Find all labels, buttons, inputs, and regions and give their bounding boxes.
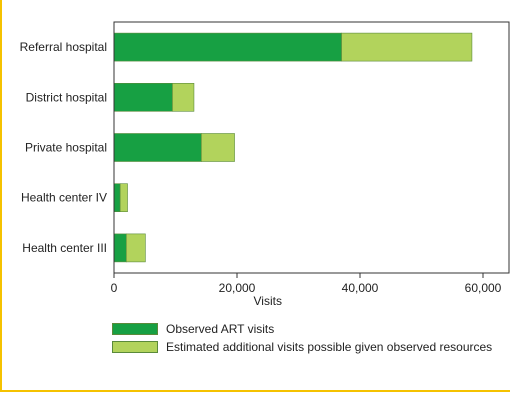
plot-area-frame bbox=[113, 21, 510, 274]
category-label-0: Referral hospital bbox=[20, 40, 107, 54]
legend-swatch-additional bbox=[112, 341, 158, 353]
bar-additional-3 bbox=[119, 183, 128, 212]
bar-additional-1 bbox=[172, 83, 195, 112]
x-tick-label-1: 20,000 bbox=[219, 281, 256, 295]
x-axis-ticks: 0 20,000 40,000 60,000 bbox=[111, 273, 502, 295]
legend: Observed ART visits Estimated additional… bbox=[112, 320, 492, 356]
category-labels: Referral hospital District hospital Privat… bbox=[20, 40, 107, 255]
bar-additional-4 bbox=[126, 233, 146, 263]
bar-additional-0 bbox=[341, 32, 473, 62]
legend-label-observed: Observed ART visits bbox=[166, 322, 275, 336]
bar-observed-4 bbox=[113, 233, 127, 263]
bar-additional-2 bbox=[201, 133, 235, 162]
legend-swatch-observed bbox=[112, 323, 158, 335]
category-label-3: Health center IV bbox=[21, 191, 107, 205]
x-tick-label-3: 60,000 bbox=[465, 281, 502, 295]
legend-item-observed: Observed ART visits bbox=[112, 320, 492, 338]
x-axis-title: Visits bbox=[254, 294, 282, 308]
category-label-2: Private hospital bbox=[25, 141, 107, 155]
bar-observed-0 bbox=[113, 32, 342, 62]
frame-left-border bbox=[0, 0, 2, 392]
bar-chart: Referral hospital District hospital Privat… bbox=[20, 21, 510, 308]
bars-group bbox=[113, 32, 473, 263]
frame-bottom-border bbox=[0, 390, 510, 392]
bar-observed-2 bbox=[113, 133, 202, 162]
category-label-1: District hospital bbox=[26, 90, 107, 104]
x-tick-label-2: 40,000 bbox=[342, 281, 379, 295]
bar-observed-3 bbox=[113, 183, 121, 212]
bar-observed-1 bbox=[113, 83, 173, 112]
legend-item-additional: Estimated additional visits possible giv… bbox=[112, 338, 492, 356]
category-label-4: Health center III bbox=[22, 241, 107, 255]
x-tick-label-0: 0 bbox=[111, 281, 118, 295]
legend-label-additional: Estimated additional visits possible giv… bbox=[166, 340, 493, 354]
